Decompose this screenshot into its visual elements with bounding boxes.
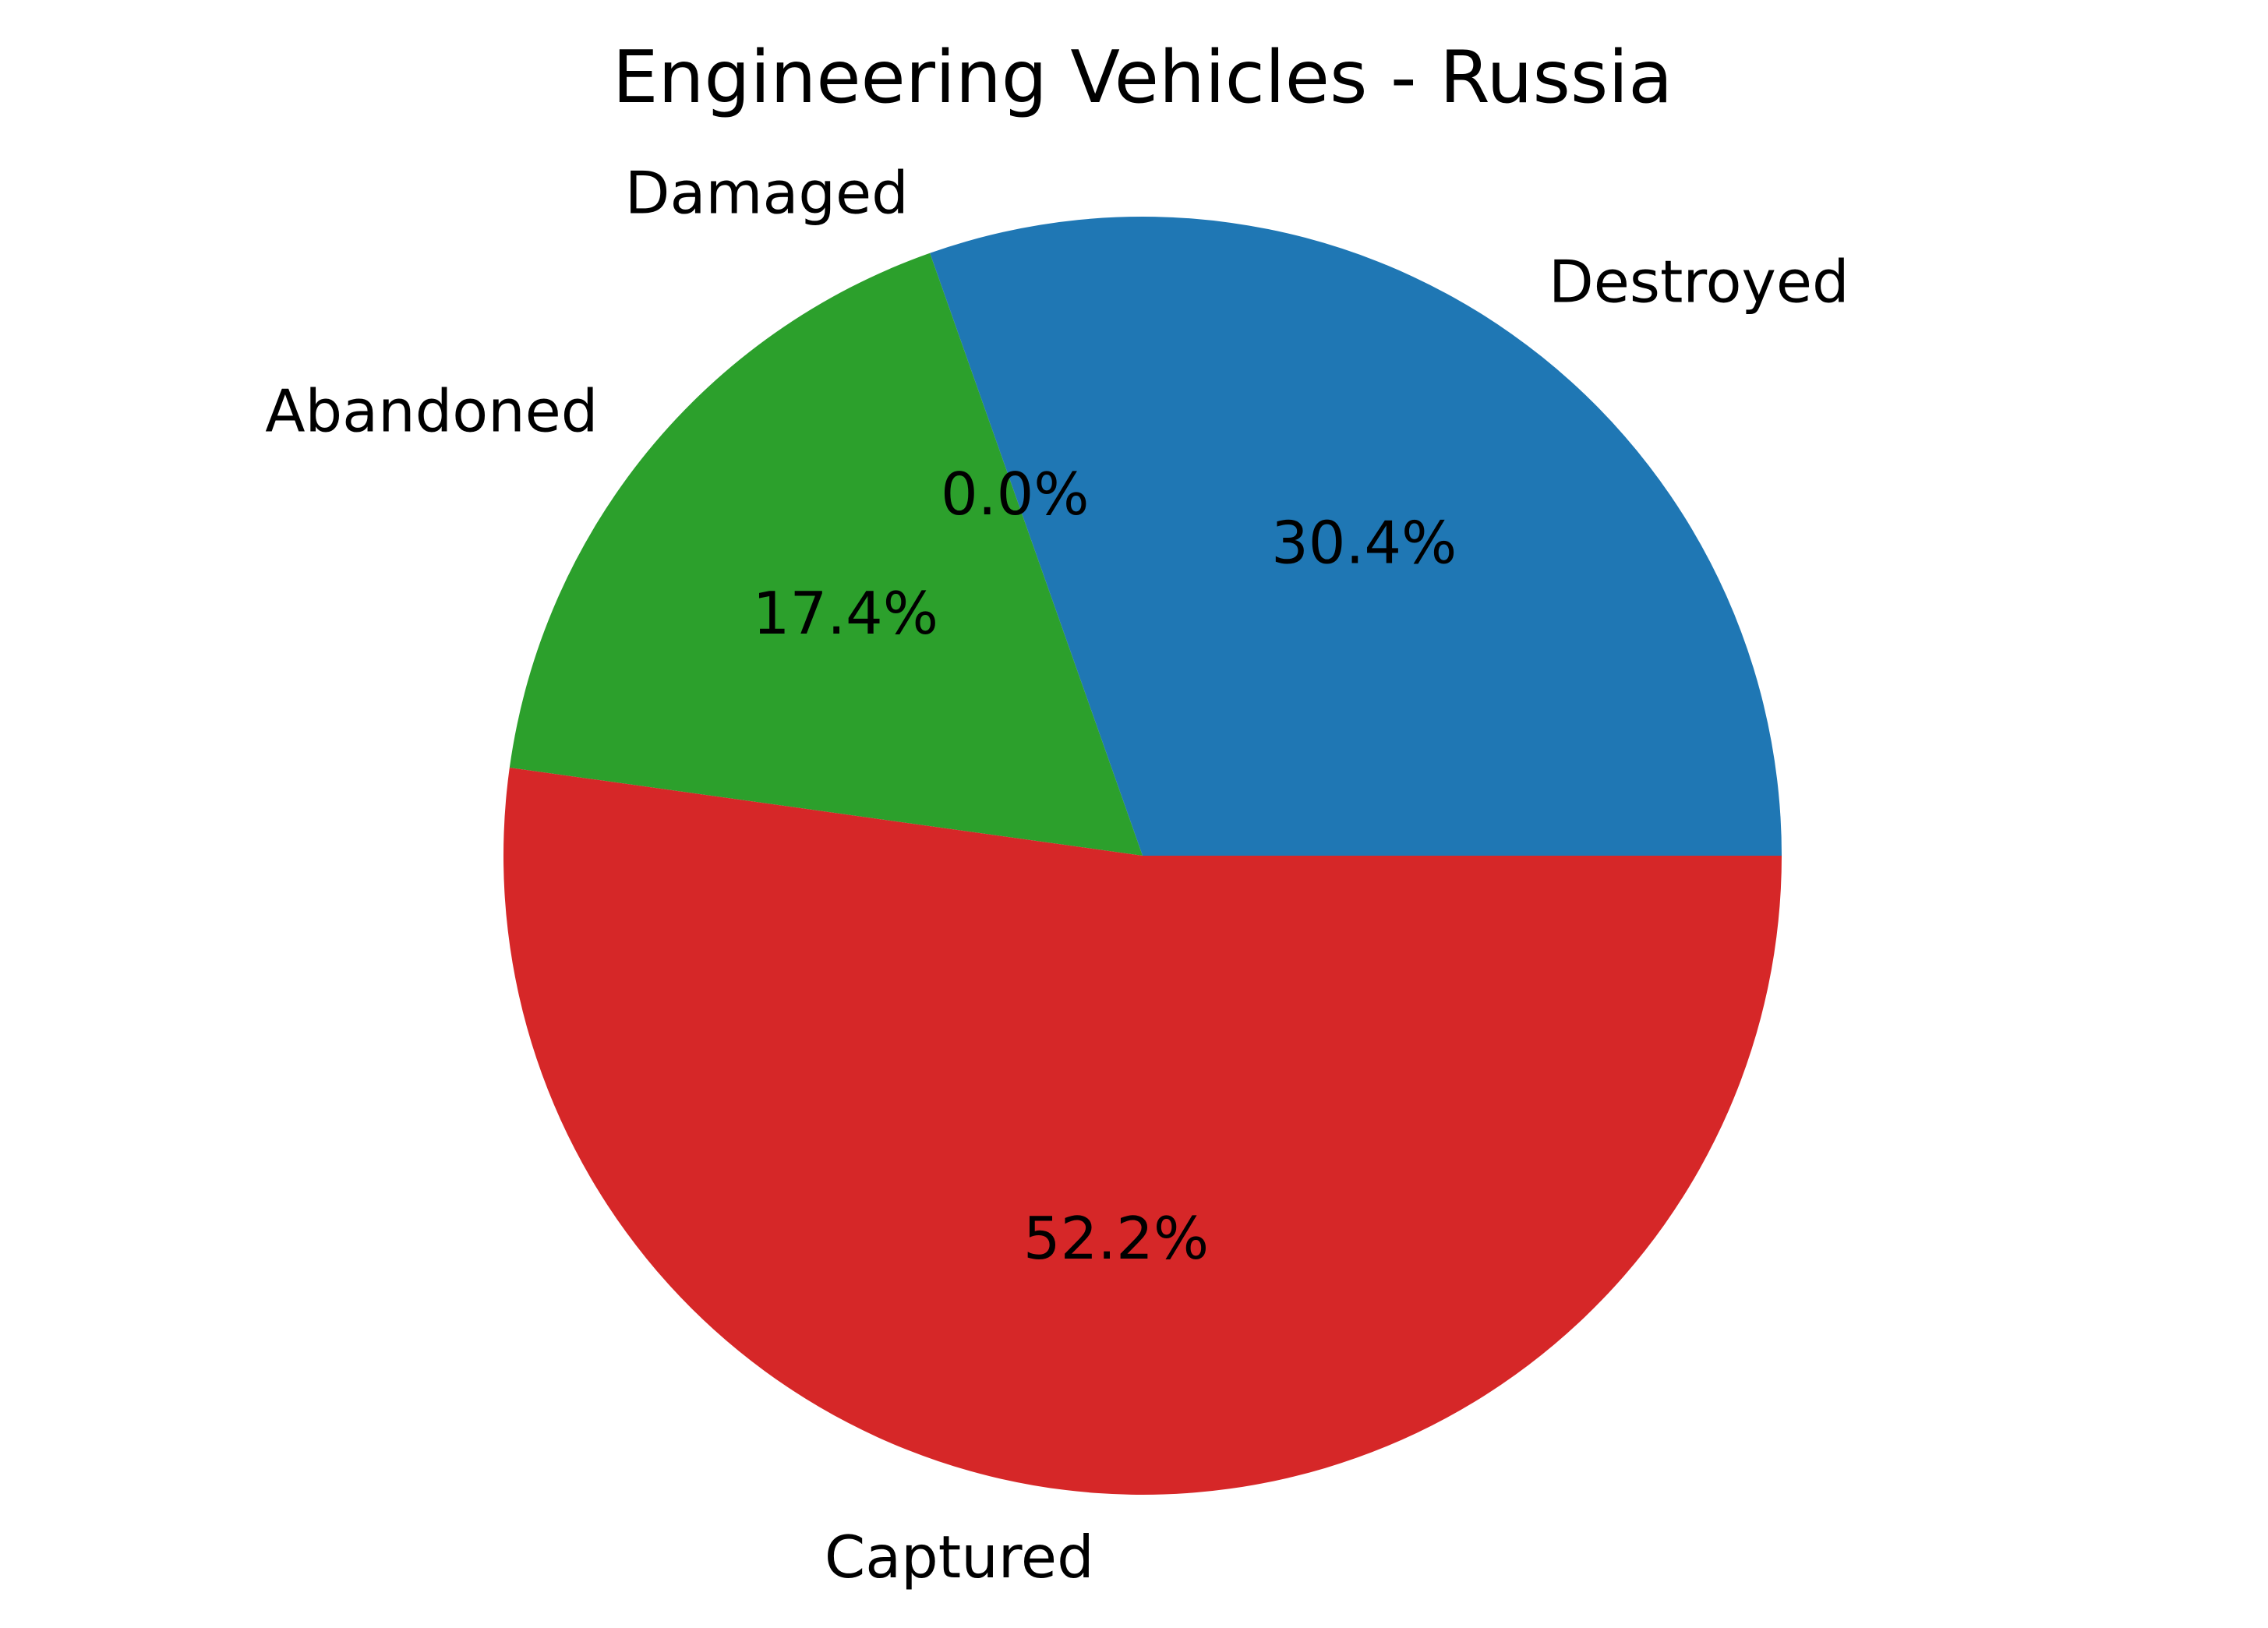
pie-slice-captured <box>503 768 1782 1495</box>
pie-labels: Destroyed 30.4% Damaged 0.0% Abandoned 17.4% C… <box>265 158 1849 1591</box>
pie-slice-destroyed <box>930 217 1782 856</box>
percent-label-captured: 52.2% <box>1023 1204 1209 1273</box>
percent-label-destroyed: 30.4% <box>1271 508 1457 577</box>
percent-label-abandoned: 17.4% <box>753 579 938 648</box>
slice-label-damaged: Damaged <box>625 158 909 227</box>
slice-label-abandoned: Abandoned <box>265 376 598 445</box>
slice-label-captured: Captured <box>825 1523 1094 1591</box>
pie-slices <box>503 217 1782 1495</box>
slice-label-destroyed: Destroyed <box>1549 248 1849 316</box>
chart-title: Engineering Vehicles - Russia <box>613 35 1673 119</box>
pie-slice-abandoned <box>509 252 1143 856</box>
percent-label-damaged: 0.0% <box>941 460 1090 528</box>
